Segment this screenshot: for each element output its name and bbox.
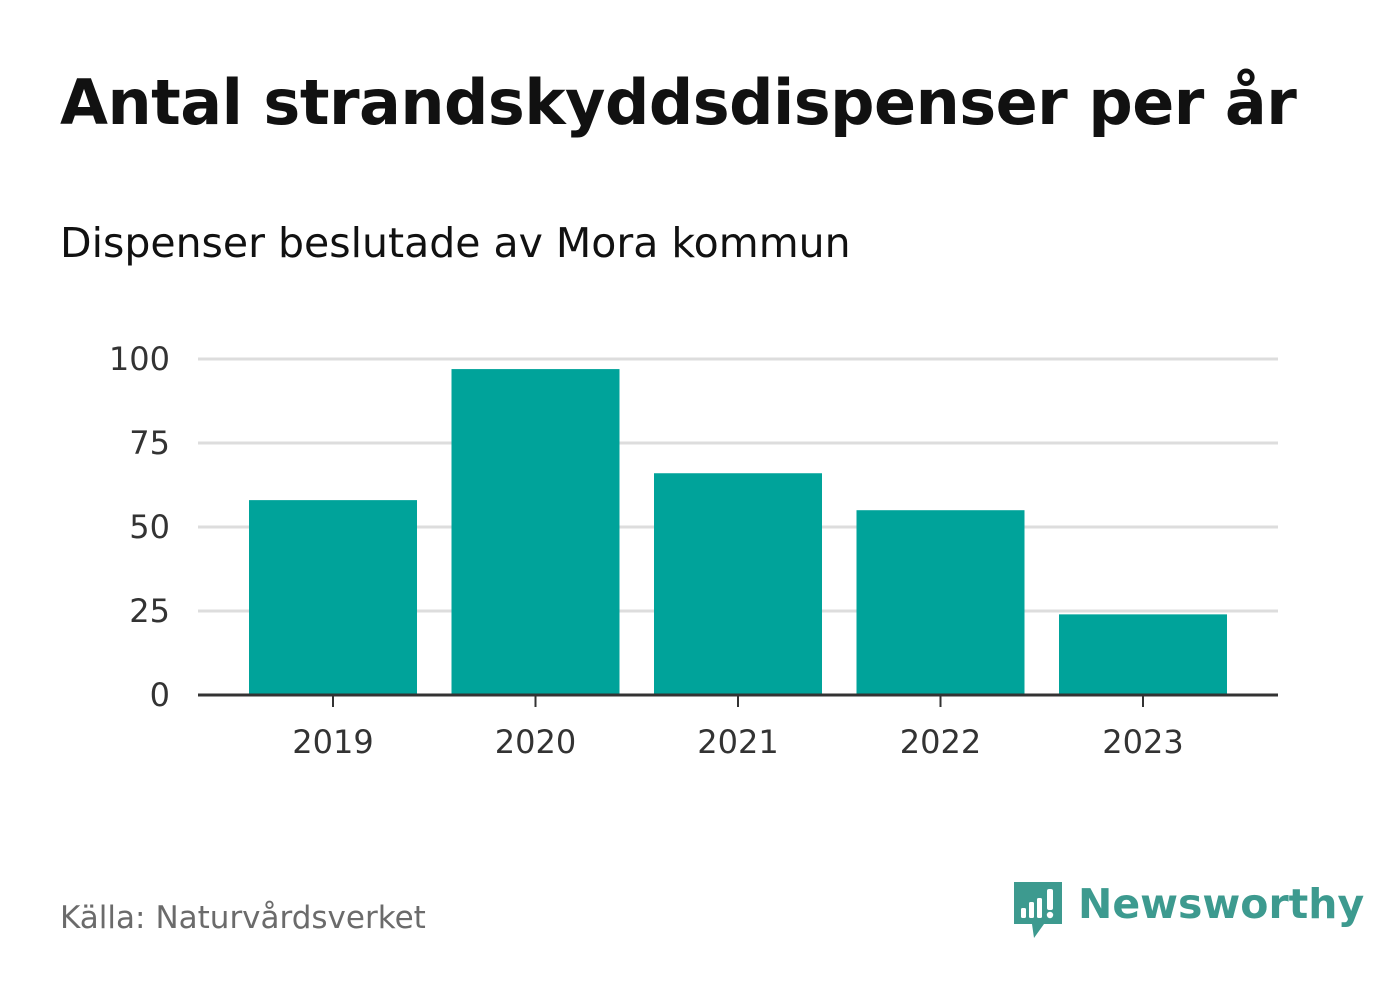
chart-subtitle: Dispenser beslutade av Mora kommun [60, 219, 851, 267]
source-name: Naturvårdsverket [155, 900, 426, 936]
source-note: Källa: Naturvårdsverket [60, 900, 426, 936]
bar-2019 [249, 500, 417, 695]
y-tick-label-0: 0 [150, 676, 170, 714]
tick-labels: 0 25 50 75 100 2019 2020 2021 2022 2023 [109, 340, 1184, 761]
chart-title: Antal strandskyddsdispenser per år [60, 66, 1297, 139]
bars [249, 369, 1227, 695]
x-tick-label-2019: 2019 [292, 723, 373, 761]
x-tick-label-2022: 2022 [900, 723, 981, 761]
brand: Newsworthy [1012, 880, 1364, 940]
bar-2021 [654, 473, 822, 695]
brand-name: Newsworthy [1078, 880, 1365, 928]
bar-2022 [856, 510, 1025, 695]
y-tick-label-25: 25 [129, 592, 170, 630]
newsworthy-logo-icon [1014, 882, 1062, 938]
y-tick-label-50: 50 [129, 508, 170, 546]
y-tick-label-100: 100 [109, 340, 170, 378]
y-tick-label-75: 75 [129, 424, 170, 462]
x-tick-label-2021: 2021 [697, 723, 778, 761]
bar-2020 [451, 369, 620, 695]
source-label: Källa: [60, 900, 146, 936]
axes [198, 693, 1278, 707]
x-tick-label-2023: 2023 [1102, 723, 1183, 761]
x-tick-label-2020: 2020 [495, 723, 576, 761]
bar-2023 [1059, 614, 1227, 695]
